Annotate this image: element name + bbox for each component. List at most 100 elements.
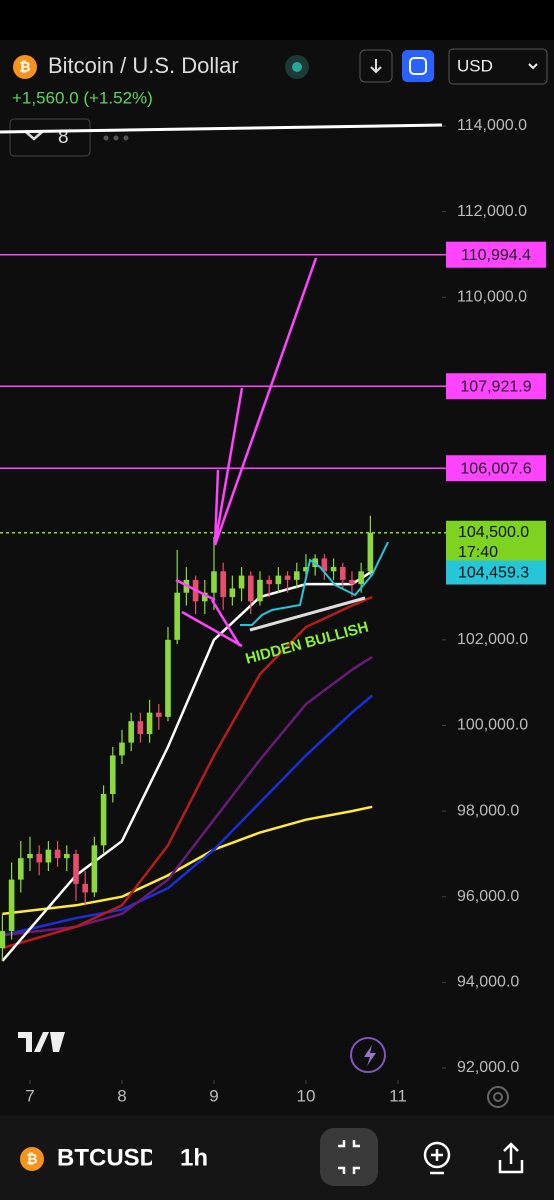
- x-tick-label: 7: [25, 1086, 34, 1105]
- currency-select[interactable]: [448, 48, 548, 85]
- moving-average: [2, 694, 374, 937]
- candle-body: [146, 712, 153, 735]
- chevron: [528, 63, 538, 70]
- candle-body: [128, 721, 134, 743]
- ema-tag: [446, 560, 546, 585]
- level-tag: [446, 241, 546, 268]
- y-tick-label: 112,000.0: [457, 203, 527, 220]
- candle-body: [73, 853, 79, 884]
- candle-body: [82, 883, 88, 893]
- y-tick-label: 94,000.0: [457, 974, 519, 991]
- y-tick-label: 96,000.0: [457, 888, 519, 905]
- x-tick-label: 9: [209, 1086, 218, 1105]
- y-tick-label: 100,000.0: [457, 717, 528, 734]
- candle-body: [109, 755, 116, 794]
- indicator-count: 8: [58, 127, 69, 148]
- interval[interactable]: 1h: [180, 1144, 208, 1171]
- plot: [0, 125, 446, 1084]
- divergence-line: [249, 596, 366, 632]
- candle-body: [339, 567, 346, 580]
- symbol-title[interactable]: Bitcoin / U.S. Dollar: [48, 53, 239, 78]
- y-tick-label: 92,000.0: [457, 1059, 519, 1076]
- footer-symbol[interactable]: BTCUSD: [57, 1144, 157, 1171]
- indicators-toggle[interactable]: [9, 118, 91, 157]
- btc-glyph: ₿: [26, 1151, 37, 1167]
- candle-body: [54, 849, 61, 859]
- candle-body: [100, 793, 107, 846]
- candle-body: [27, 853, 33, 859]
- candle-body: [0, 930, 6, 949]
- sync-icon: [409, 57, 427, 75]
- countdown: 17:40: [458, 544, 498, 561]
- candle-body: [330, 567, 337, 572]
- y-tick-label: 114,000.0: [457, 117, 527, 134]
- candle-body: [257, 579, 263, 602]
- candle-body: [266, 579, 272, 585]
- candle-body: [36, 853, 42, 863]
- candle-body: [247, 575, 254, 602]
- candle-body: [321, 558, 328, 572]
- alert-button[interactable]: [423, 1141, 451, 1175]
- currency: USD: [457, 56, 493, 75]
- candle-body: [211, 571, 217, 593]
- tv-logo: [18, 1032, 65, 1052]
- level-tag: [446, 373, 546, 400]
- last-price-label: 104,500.0: [458, 524, 529, 541]
- candle-body: [275, 575, 282, 585]
- candle-body: [201, 592, 208, 602]
- y-tick-label: 110,000.0: [457, 288, 527, 305]
- sync-button[interactable]: [402, 50, 434, 82]
- x-tick-label: 10: [297, 1086, 316, 1105]
- candle-body: [293, 571, 300, 580]
- candle-body: [238, 575, 245, 589]
- btc-icon: [13, 55, 37, 79]
- status-bar: [0, 0, 554, 40]
- fan-lines: [175, 257, 318, 648]
- candle-body: [229, 588, 236, 598]
- candle-body: [165, 639, 171, 717]
- y-tick-label: 98,000.0: [457, 802, 519, 819]
- fullscreen-button[interactable]: [320, 1128, 378, 1186]
- level-label: 107,921.9: [460, 378, 531, 395]
- candle-body: [367, 532, 374, 572]
- level-label: 110,994.4: [461, 247, 531, 264]
- settings-button[interactable]: [487, 1086, 509, 1108]
- bolt-icon: [364, 1045, 376, 1066]
- download-button[interactable]: [359, 49, 393, 83]
- candle-body: [8, 879, 15, 931]
- moving-average: [1, 570, 373, 962]
- candle-body: [119, 742, 125, 756]
- status-dot: [292, 62, 302, 72]
- candle-body: [358, 571, 364, 585]
- x-tick-label: 8: [117, 1086, 126, 1105]
- more-dots[interactable]: [103, 135, 129, 141]
- toolbar: [0, 1115, 554, 1200]
- candle-body: [174, 592, 180, 640]
- price-change: +1,560.0 (+1.52%): [12, 88, 153, 107]
- collapse-icon: [25, 131, 43, 141]
- level-tag: [446, 455, 546, 482]
- candle-body: [17, 858, 24, 880]
- candle-body: [303, 567, 309, 572]
- y-tick-label: 102,000.0: [457, 631, 528, 648]
- ema-label: 104,459.3: [458, 565, 529, 582]
- share-button[interactable]: [498, 1142, 524, 1174]
- exit-fullscreen-icon: [338, 1140, 360, 1174]
- moving-average: [2, 595, 373, 950]
- candle-body: [45, 849, 52, 863]
- projection: [240, 541, 389, 626]
- x-tick-label: 11: [389, 1086, 407, 1105]
- last-price-tag: [446, 520, 546, 567]
- candle-body: [137, 721, 144, 735]
- assistant-button[interactable]: [350, 1037, 386, 1073]
- candle-body: [284, 575, 291, 580]
- candle-body: [220, 571, 226, 598]
- moving-average: [2, 655, 373, 937]
- candle-body: [349, 579, 355, 585]
- trend-line: [0, 123, 443, 134]
- candle-body: [63, 853, 70, 859]
- download-icon: [370, 59, 382, 74]
- level-label: 106,007.6: [460, 460, 531, 477]
